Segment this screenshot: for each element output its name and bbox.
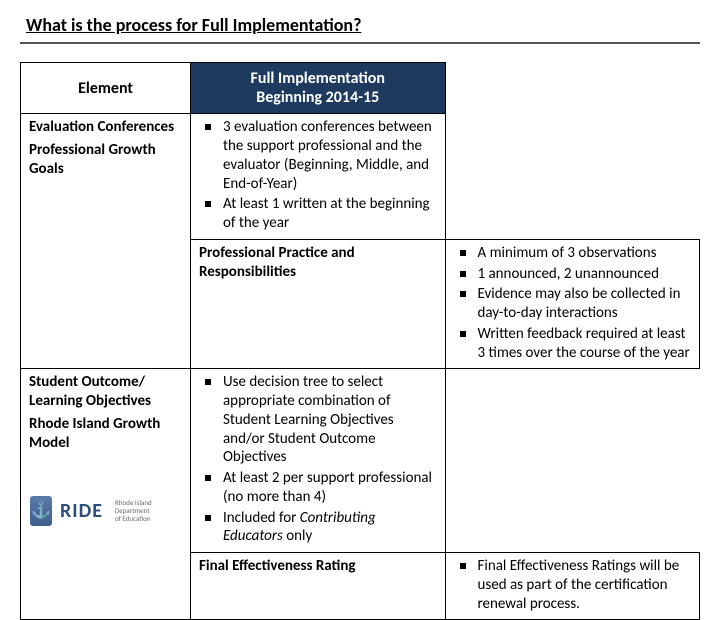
element-detail: Final Effectiveness Ratings will be used… bbox=[445, 553, 700, 620]
page-title: What is the process for Full Implementat… bbox=[20, 14, 700, 44]
header-element: Element bbox=[21, 63, 191, 114]
list-item: A minimum of 3 observations bbox=[454, 244, 692, 263]
element-detail: Use decision tree to select appropriate … bbox=[191, 369, 446, 553]
ride-brand: RIDE bbox=[60, 501, 103, 521]
header-line2: Beginning 2014-15 bbox=[256, 88, 379, 107]
element-name: Final Effectiveness Rating bbox=[191, 553, 446, 620]
list-item: Evidence may also be collected in day-to… bbox=[454, 285, 692, 323]
element-detail: 3 evaluation conferences between the sup… bbox=[191, 114, 446, 240]
ride-logo: RIDE Rhode Island Department of Educatio… bbox=[30, 496, 152, 526]
list-item: At least 1 written at the beginning of t… bbox=[199, 195, 437, 233]
list-item: Use decision tree to select appropriate … bbox=[199, 373, 437, 467]
ride-subtext: Rhode Island Department of Education bbox=[115, 499, 152, 522]
header-full-implementation: Full Implementation Beginning 2014-15 bbox=[191, 63, 446, 114]
anchor-icon bbox=[30, 496, 52, 526]
list-item: Included for Contributing Educators only bbox=[199, 509, 437, 547]
element-name: Evaluation Conferences bbox=[29, 118, 182, 137]
table-header-row: Element Full Implementation Beginning 20… bbox=[21, 63, 700, 114]
list-item: At least 2 per support professional (no … bbox=[199, 469, 437, 507]
element-name: Student Outcome/ Learning Objectives bbox=[29, 373, 182, 411]
list-item: Written feedback required at least 3 tim… bbox=[454, 325, 692, 363]
list-item: 3 evaluation conferences between the sup… bbox=[199, 118, 437, 193]
ride-sub-line: of Education bbox=[115, 515, 152, 523]
list-item: Final Effectiveness Ratings will be used… bbox=[454, 557, 692, 613]
header-line1: Full Implementation bbox=[251, 69, 385, 88]
element-name: Professional Growth Goals bbox=[29, 141, 182, 179]
element-name: Rhode Island Growth Model bbox=[29, 415, 182, 453]
element-detail: A minimum of 3 observations 1 announced,… bbox=[445, 239, 700, 369]
list-item: 1 announced, 2 unannounced bbox=[454, 265, 692, 284]
ride-text: RIDE bbox=[60, 501, 103, 521]
table-row: Evaluation Conferences Professional Grow… bbox=[21, 114, 700, 240]
element-name: Professional Practice and Responsibiliti… bbox=[191, 239, 446, 369]
implementation-table: Element Full Implementation Beginning 20… bbox=[20, 62, 700, 620]
